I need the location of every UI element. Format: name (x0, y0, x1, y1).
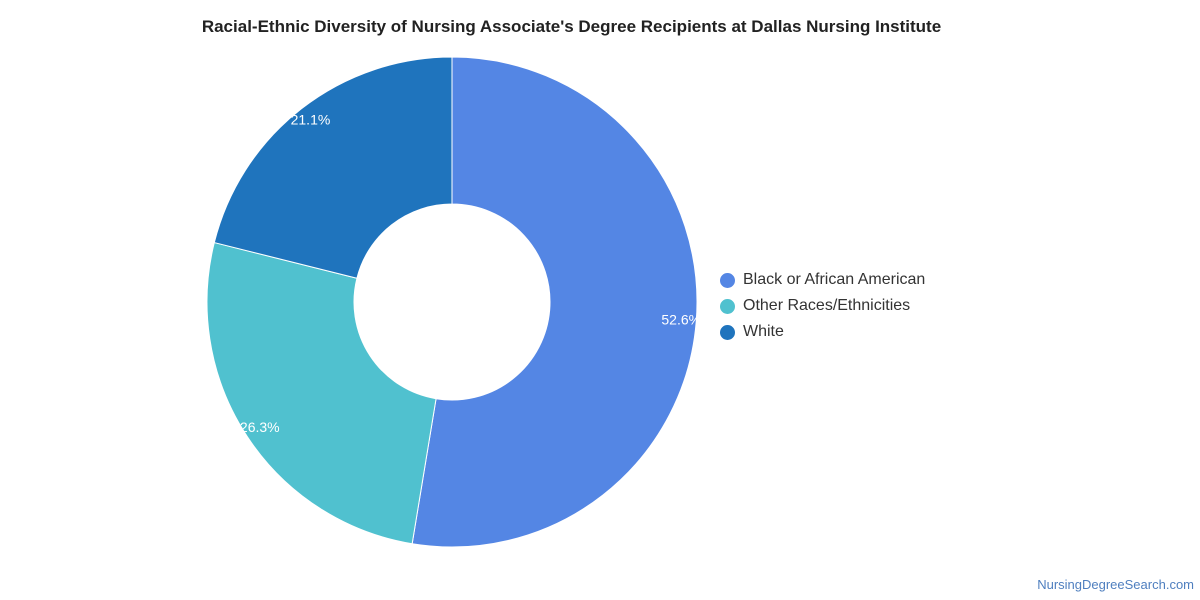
legend-label: Other Races/Ethnicities (743, 297, 911, 314)
legend-item-other-races-ethnicities[interactable]: Other Races/Ethnicities (720, 293, 925, 319)
legend-swatch-icon (720, 324, 735, 340)
donut-slice-other-races-ethnicities[interactable] (206, 241, 437, 545)
source-watermark[interactable]: NursingDegreeSearch.com (1037, 577, 1194, 592)
slice-value-label: 21.1% (291, 111, 331, 127)
legend-label: Black or African American (743, 271, 926, 288)
legend-label: White (743, 323, 784, 340)
slice-value-label: 26.3% (240, 419, 280, 435)
legend: Black or African American Other Races/Et… (720, 267, 925, 345)
chart-title: Racial-Ethnic Diversity of Nursing Assoc… (201, 17, 942, 36)
legend-item-black-or-african-american[interactable]: Black or African American (720, 267, 925, 293)
donut-slice-black-or-african-american[interactable] (411, 56, 698, 548)
slice-value-label: 52.6% (661, 311, 701, 327)
donut-slice-white[interactable] (213, 56, 453, 279)
legend-item-white[interactable]: White (720, 319, 925, 345)
legend-swatch-icon (720, 272, 735, 288)
legend-swatch-icon (720, 298, 735, 314)
